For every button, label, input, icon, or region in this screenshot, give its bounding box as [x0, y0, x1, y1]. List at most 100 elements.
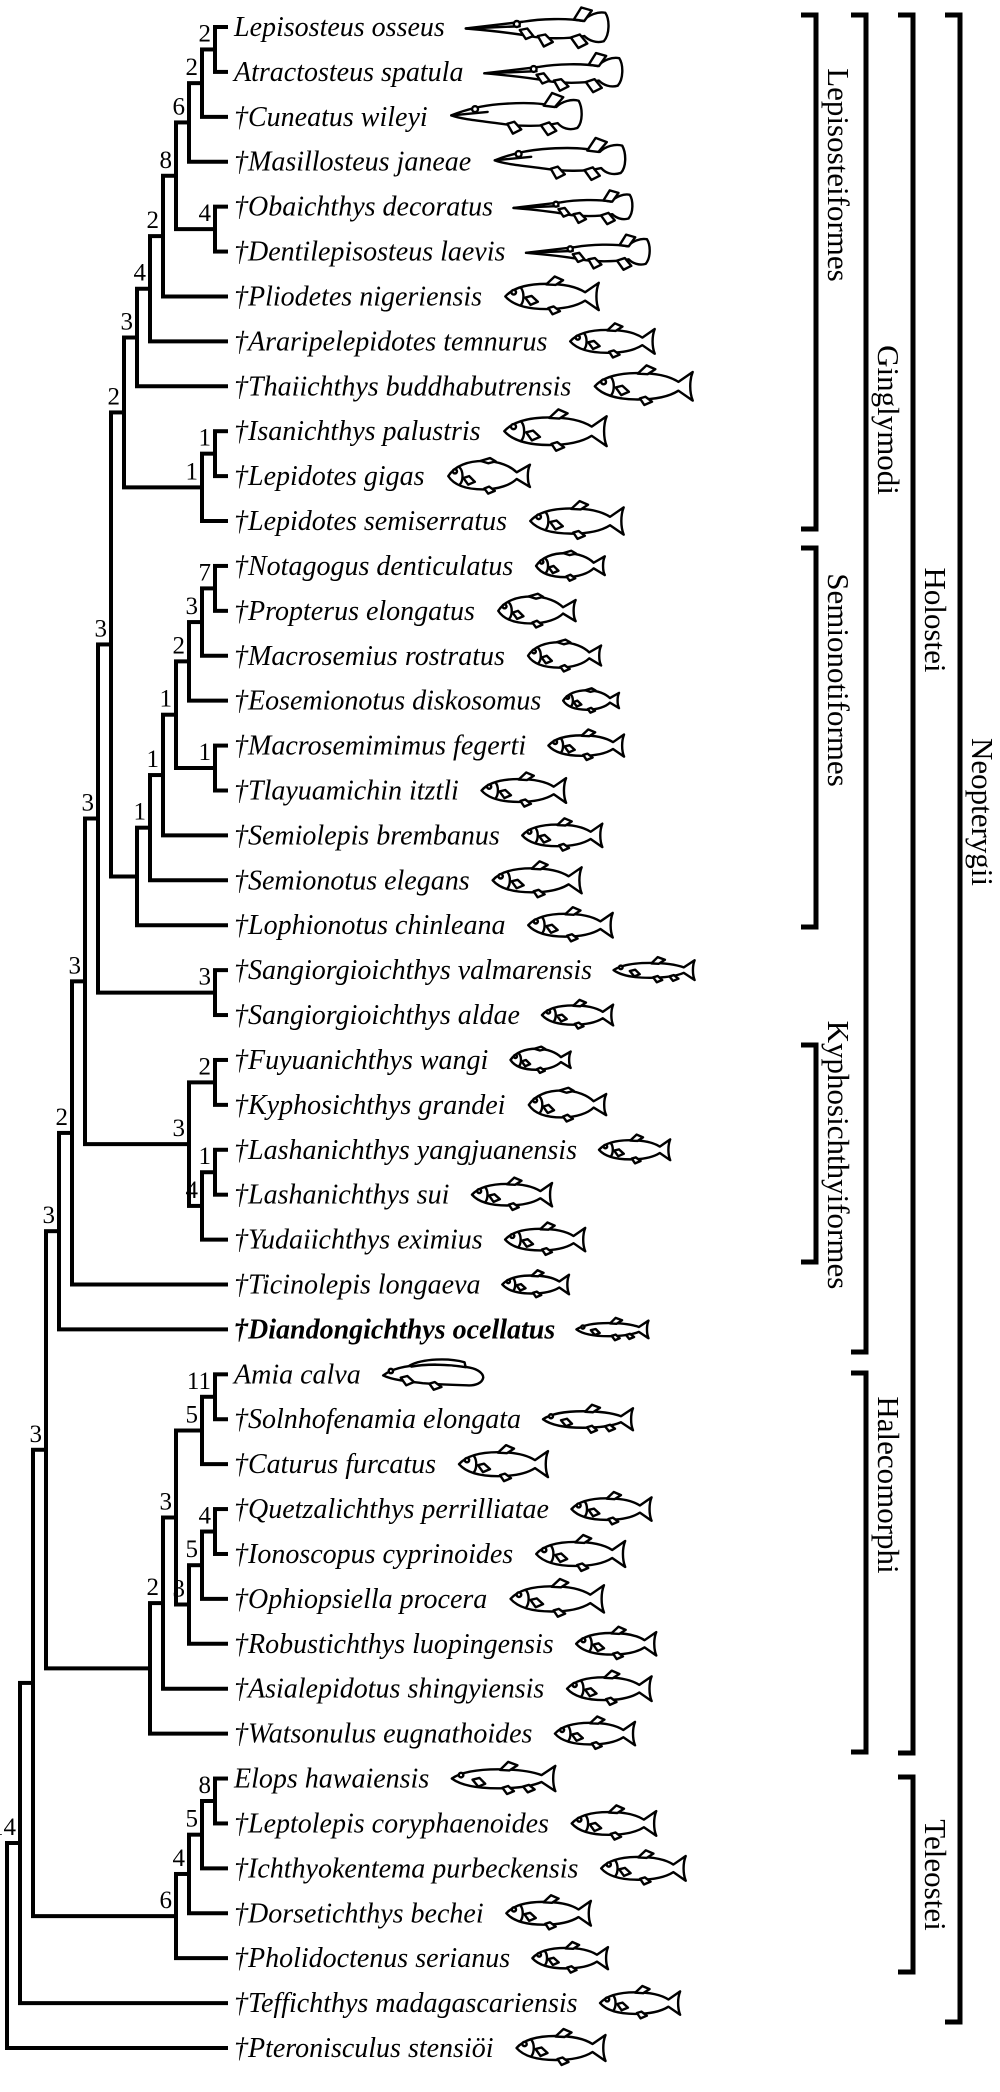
fish-outline [581, 1681, 583, 1696]
fish-outline [539, 835, 550, 843]
fish-outline [543, 1895, 558, 1903]
fish-outline [534, 890, 545, 898]
taxon-label: †Ophiopsiella procera [234, 1584, 487, 1615]
fish-outline [532, 861, 548, 869]
taxon-label: †Asialepidotus shingyiensis [234, 1674, 544, 1705]
support-value: 6 [160, 1887, 173, 1914]
fish-outline [481, 458, 496, 463]
fish-outline [617, 2003, 628, 2011]
clade-label: Lepisosteiformes [821, 68, 856, 282]
fish-outline [484, 487, 494, 494]
fish-outline [607, 1862, 611, 1866]
fish-outline [604, 1145, 608, 1149]
fish-outline [509, 1203, 519, 1210]
fusiform-icon [536, 1535, 625, 1571]
fish-outline [604, 1671, 619, 1679]
fish-outline [477, 1189, 481, 1193]
fish-outline [525, 296, 538, 305]
support-value: 1 [199, 739, 212, 766]
fish-outline [573, 1683, 577, 1687]
fish-outline [590, 1637, 592, 1651]
clade-label: Teleostei [918, 1819, 953, 1931]
fish-outline [533, 1098, 537, 1102]
fusiform-icon [502, 1270, 569, 1297]
fish-outline [575, 1535, 591, 1543]
fish-outline [557, 1015, 567, 1022]
fish-outline [538, 35, 553, 47]
fish-outline [619, 966, 623, 970]
taxon-label: †Tlayuamichin itztli [234, 775, 459, 806]
fish-outline [543, 1105, 554, 1113]
fish-outline [551, 167, 565, 179]
taxon-label: †Sangiorgioichthys aldae [234, 1000, 520, 1031]
fish-outline [544, 93, 564, 107]
fish-outline [592, 1742, 602, 1749]
fusiform-icon [599, 1135, 670, 1164]
fish-outline [567, 934, 577, 941]
slender-icon [452, 1762, 555, 1794]
fish-outline [542, 656, 552, 664]
fish-outline [586, 79, 602, 92]
taxon-label: †Pliodetes nigeriensis [234, 281, 482, 312]
fusiform-icon [570, 323, 655, 357]
support-value: 3 [186, 593, 199, 620]
clade-bracket [801, 1042, 819, 1265]
fusiform-icon [532, 1942, 608, 1973]
fish-outline [612, 1335, 620, 1341]
support-value: 4 [134, 260, 147, 287]
slender-icon [614, 957, 695, 982]
fish-outline [410, 1359, 466, 1367]
support-value: 3 [160, 1488, 173, 1515]
support-value: 8 [160, 147, 173, 174]
support-value: 5 [186, 1536, 199, 1563]
taxon-label: †Isanichthys palustris [234, 416, 481, 447]
fish-outline [603, 190, 618, 201]
support-value: 7 [199, 559, 212, 586]
support-value: 1 [134, 799, 147, 826]
fish-outline [485, 1187, 487, 1201]
taxon-label: †Eosemionotus diskosomus [234, 686, 541, 717]
fish-outline [546, 513, 548, 530]
fish-outline [533, 1292, 541, 1298]
support-value: 2 [173, 632, 186, 659]
support-value: 4 [199, 200, 212, 227]
fish-outline [514, 1279, 516, 1291]
support-value: 8 [199, 1772, 212, 1799]
fish-outline [561, 739, 563, 753]
gar-long-icon [484, 53, 622, 92]
fish-outline [487, 785, 491, 789]
clade-bracket [851, 12, 869, 1355]
fish-outline [573, 531, 585, 539]
taxon-label: †Obaichthys decoratus [234, 192, 493, 223]
fish-outline [551, 442, 564, 451]
gar-icon [451, 93, 581, 135]
fish-outline [514, 1055, 517, 1058]
fish-outline [551, 1546, 553, 1562]
fusiform-icon [571, 1492, 651, 1524]
fish-outline [524, 1913, 535, 1921]
fish-outline [537, 1953, 541, 1957]
fish-outline [551, 1579, 568, 1587]
fish-outline [496, 783, 498, 798]
fish-outline [568, 1726, 570, 1740]
fish-outline [557, 818, 571, 825]
taxon-label: †Quetzalichthys perrilliatae [234, 1494, 549, 1525]
support-value: 1 [199, 425, 212, 452]
fish-outline [507, 122, 521, 134]
fish-outline [522, 2042, 526, 2046]
fish-outline [503, 604, 507, 608]
taxon-label: †Yudaiichthys eximius [234, 1225, 483, 1256]
gar-long-icon [466, 8, 609, 49]
gar-long-icon [526, 235, 650, 270]
fish-outline [632, 1157, 641, 1163]
fish-outline [498, 874, 502, 878]
fish-outline [516, 151, 522, 157]
fish-outline [478, 1464, 490, 1473]
taxon-label: Amia calva [232, 1359, 361, 1390]
slender-icon [576, 1318, 648, 1340]
fish-outline [507, 1280, 510, 1283]
clade-label: Kyphosichthyiformes [821, 1021, 856, 1290]
fish-outline [532, 2040, 534, 2056]
fish-outline [495, 157, 531, 161]
deep-body-icon [536, 551, 605, 581]
